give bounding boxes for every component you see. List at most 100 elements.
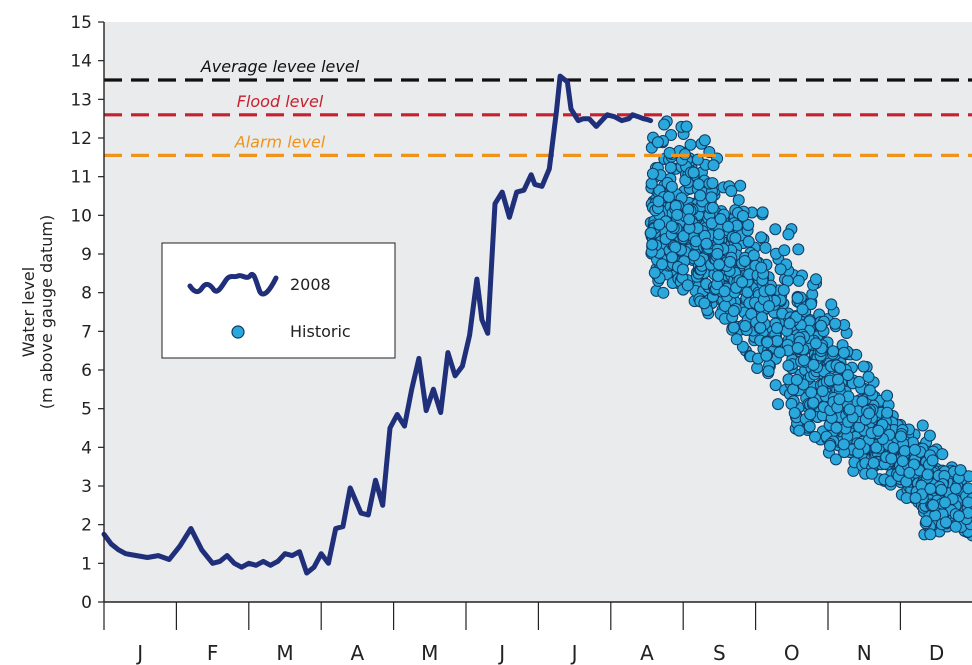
historic-point xyxy=(831,373,844,386)
historic-point xyxy=(863,384,876,397)
historic-point xyxy=(771,321,784,334)
historic-point xyxy=(760,349,773,362)
historic-point xyxy=(807,396,820,409)
y-tick-label: 15 xyxy=(70,13,92,33)
historic-point xyxy=(698,297,711,310)
historic-point xyxy=(739,320,752,333)
historic-point xyxy=(887,441,900,454)
historic-point xyxy=(774,263,787,276)
historic-point xyxy=(924,482,937,495)
historic-point xyxy=(843,403,856,416)
historic-point xyxy=(756,206,769,219)
historic-point xyxy=(881,389,894,402)
historic-point xyxy=(729,231,742,244)
historic-point xyxy=(773,346,786,359)
historic-point xyxy=(916,419,929,432)
historic-point xyxy=(778,244,791,257)
historic-point xyxy=(816,385,829,398)
historic-point xyxy=(807,358,820,371)
historic-point xyxy=(857,360,870,373)
historic-point xyxy=(954,464,967,477)
historic-point xyxy=(834,361,847,374)
historic-point xyxy=(815,319,828,332)
historic-point xyxy=(791,341,804,354)
flood-label: Flood level xyxy=(237,92,324,111)
y-tick-label: 7 xyxy=(81,322,92,342)
historic-point xyxy=(665,220,678,233)
y-tick-label: 13 xyxy=(70,90,92,110)
historic-point xyxy=(742,218,755,231)
y-tick-label: 3 xyxy=(81,477,92,497)
y-tick-label: 5 xyxy=(81,400,92,420)
historic-point xyxy=(712,228,725,241)
historic-point xyxy=(841,369,854,382)
historic-point xyxy=(920,515,933,528)
historic-point xyxy=(755,261,768,274)
legend-historic-label: Historic xyxy=(290,322,351,341)
historic-point xyxy=(706,177,719,190)
historic-point xyxy=(863,407,876,420)
historic-point xyxy=(692,178,705,191)
historic-point xyxy=(782,359,795,372)
historic-point xyxy=(769,379,782,392)
month-label: J xyxy=(570,641,578,665)
historic-point xyxy=(909,492,922,505)
historic-point xyxy=(771,335,784,348)
historic-point xyxy=(792,243,805,256)
historic-point xyxy=(742,235,755,248)
historic-point xyxy=(722,220,735,233)
historic-point xyxy=(793,424,806,437)
historic-point xyxy=(664,161,677,174)
historic-point xyxy=(908,443,921,456)
historic-point xyxy=(665,180,678,193)
historic-point xyxy=(783,317,796,330)
month-label: A xyxy=(351,641,365,665)
historic-point xyxy=(803,420,816,433)
historic-point xyxy=(687,166,700,179)
historic-point xyxy=(652,195,665,208)
historic-point xyxy=(712,270,725,283)
historic-point xyxy=(926,454,939,467)
historic-point xyxy=(924,528,937,541)
historic-point xyxy=(921,468,934,481)
historic-point xyxy=(657,286,670,299)
historic-point xyxy=(805,386,818,399)
y-axis-title-line2: (m above gauge datum) xyxy=(37,215,56,409)
historic-point xyxy=(683,213,696,226)
historic-point xyxy=(827,345,840,358)
historic-point xyxy=(677,230,690,243)
historic-point xyxy=(651,136,664,149)
historic-point xyxy=(896,455,909,468)
historic-point xyxy=(707,159,720,172)
historic-point xyxy=(872,424,885,437)
historic-point xyxy=(694,189,707,202)
historic-point xyxy=(894,430,907,443)
historic-point xyxy=(862,370,875,383)
historic-point xyxy=(853,375,866,388)
historic-point xyxy=(938,496,951,509)
historic-point xyxy=(837,438,850,451)
month-label: J xyxy=(497,641,505,665)
historic-point xyxy=(764,283,777,296)
historic-point xyxy=(829,317,842,330)
historic-point xyxy=(923,429,936,442)
historic-point xyxy=(653,218,666,231)
historic-point xyxy=(829,453,842,466)
historic-point xyxy=(762,300,775,313)
historic-point xyxy=(939,516,952,529)
month-label: J xyxy=(135,641,143,665)
y-tick-label: 4 xyxy=(81,438,92,458)
y-tick-label: 14 xyxy=(70,52,92,72)
y-tick-label: 12 xyxy=(70,129,92,149)
historic-point xyxy=(755,311,768,324)
historic-point xyxy=(669,241,682,254)
y-tick-label: 1 xyxy=(81,554,92,574)
historic-point xyxy=(790,373,803,386)
historic-point xyxy=(762,365,775,378)
historic-point xyxy=(736,209,749,222)
historic-point xyxy=(898,444,911,457)
historic-point xyxy=(792,274,805,287)
y-axis-title: Water level (m above gauge datum) xyxy=(19,215,56,409)
historic-point xyxy=(732,194,745,207)
y-tick-label: 10 xyxy=(70,206,92,226)
